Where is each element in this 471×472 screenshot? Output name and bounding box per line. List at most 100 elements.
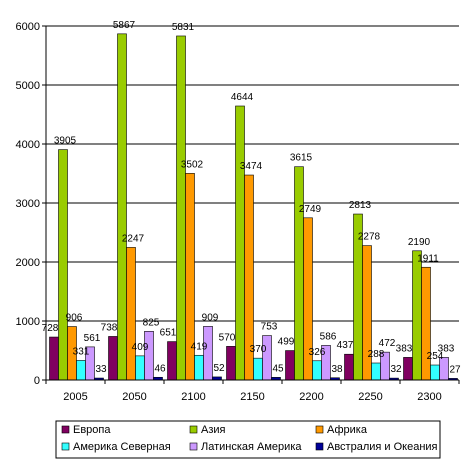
legend-label-2: Африка bbox=[327, 424, 368, 436]
bar-1-3 bbox=[235, 105, 245, 381]
data-label: 370 bbox=[250, 344, 267, 355]
data-label: 46 bbox=[154, 363, 166, 374]
legend-label-0: Европа bbox=[73, 424, 111, 436]
x-tick-label: 2300 bbox=[417, 391, 441, 403]
data-label: 3474 bbox=[240, 161, 263, 172]
data-label: 909 bbox=[202, 312, 219, 323]
data-label: 27 bbox=[449, 364, 461, 375]
bar-4-1 bbox=[144, 331, 154, 381]
data-label: 738 bbox=[101, 322, 118, 333]
data-label: 728 bbox=[42, 323, 59, 334]
legend-swatch-0 bbox=[61, 425, 70, 434]
data-label: 52 bbox=[213, 363, 225, 374]
data-label: 383 bbox=[396, 343, 413, 354]
legend-swatch-2 bbox=[315, 425, 324, 434]
bar-0-0 bbox=[49, 336, 59, 381]
x-tick-label: 2250 bbox=[358, 391, 382, 403]
data-label: 472 bbox=[379, 338, 396, 349]
data-label: 2749 bbox=[299, 204, 322, 215]
data-label: 254 bbox=[427, 351, 444, 362]
y-tick-label: 3000 bbox=[16, 198, 40, 210]
bar-0-3 bbox=[226, 346, 236, 381]
x-tick-label: 2005 bbox=[63, 391, 87, 403]
bar-0-4 bbox=[285, 350, 295, 381]
data-label: 570 bbox=[219, 332, 236, 343]
y-tick-label: 0 bbox=[34, 375, 40, 387]
bar-3-0 bbox=[76, 360, 86, 381]
data-labels: 728 3905 906 331 561 33 738 5867 2247 409 825 46 651… bbox=[42, 20, 461, 376]
legend-label-4: Латинская Америка bbox=[201, 441, 302, 453]
bar-4-3 bbox=[262, 335, 272, 381]
bar-0-2 bbox=[167, 341, 177, 381]
y-tick-label: 6000 bbox=[16, 21, 40, 33]
legend-swatch-3 bbox=[61, 442, 70, 451]
data-label: 383 bbox=[438, 343, 455, 354]
legend: Европа Азия Африка Америка Северная Латинска… bbox=[55, 420, 441, 459]
legend-swatch-4 bbox=[189, 442, 198, 451]
data-label: 5831 bbox=[172, 22, 195, 33]
bar-2-1 bbox=[126, 247, 136, 381]
data-label: 586 bbox=[320, 331, 337, 342]
bar-1-2 bbox=[176, 35, 186, 381]
y-tick-label: 2000 bbox=[16, 257, 40, 269]
data-label: 419 bbox=[191, 341, 208, 352]
bar-3-5 bbox=[371, 362, 381, 381]
data-label: 1911 bbox=[417, 253, 439, 264]
y-tick-label: 4000 bbox=[16, 139, 40, 151]
axes: 0 1000 2000 3000 4000 5000 6000 2005 2050 2100 215… bbox=[16, 21, 460, 403]
data-label: 4644 bbox=[231, 92, 254, 103]
data-label: 38 bbox=[331, 364, 343, 375]
legend-label-5: Австралия и Океания bbox=[327, 441, 438, 453]
bar-1-6 bbox=[412, 250, 422, 381]
bar-4-2 bbox=[203, 326, 213, 381]
data-label: 2813 bbox=[349, 200, 372, 211]
bar-1-1 bbox=[117, 33, 127, 381]
data-label: 825 bbox=[143, 317, 160, 328]
bar-1-0 bbox=[58, 149, 68, 381]
bar-2-6 bbox=[421, 266, 431, 381]
data-label: 499 bbox=[278, 337, 295, 348]
bar-3-6 bbox=[430, 364, 440, 381]
x-tick-label: 2150 bbox=[240, 391, 264, 403]
legend-label-1: Азия bbox=[201, 424, 226, 436]
legend-box bbox=[55, 420, 441, 459]
legend-label-3: Америка Северная bbox=[73, 441, 171, 453]
data-label: 906 bbox=[66, 313, 83, 324]
y-tick-label: 5000 bbox=[16, 80, 40, 92]
data-label: 2190 bbox=[408, 237, 431, 248]
data-label: 326 bbox=[309, 347, 326, 358]
bar-1-4 bbox=[294, 166, 304, 381]
bar-3-2 bbox=[194, 354, 204, 381]
data-label: 437 bbox=[337, 340, 354, 351]
data-label: 3905 bbox=[54, 136, 77, 147]
bar-3-3 bbox=[253, 357, 263, 381]
data-label: 32 bbox=[390, 364, 402, 375]
data-label: 3615 bbox=[290, 153, 313, 164]
data-label: 409 bbox=[132, 342, 149, 353]
x-tick-label: 2200 bbox=[299, 391, 323, 403]
bar-0-5 bbox=[344, 353, 354, 381]
data-label: 45 bbox=[272, 363, 284, 374]
data-label: 3502 bbox=[181, 159, 204, 170]
data-label: 288 bbox=[368, 349, 385, 360]
bar-3-4 bbox=[312, 360, 322, 381]
data-label: 561 bbox=[84, 333, 101, 344]
data-label: 2247 bbox=[122, 233, 145, 244]
y-tick-label: 1000 bbox=[16, 316, 40, 328]
bar-3-1 bbox=[135, 355, 145, 381]
data-label: 33 bbox=[95, 364, 107, 375]
data-label: 753 bbox=[261, 322, 278, 333]
legend-swatch-1 bbox=[189, 425, 198, 434]
x-tick-label: 2050 bbox=[122, 391, 146, 403]
data-label: 2278 bbox=[358, 232, 381, 243]
legend-swatch-5 bbox=[315, 442, 324, 451]
data-label: 331 bbox=[73, 346, 90, 357]
bars bbox=[49, 33, 458, 381]
x-tick-label: 2100 bbox=[181, 391, 205, 403]
bar-0-6 bbox=[403, 357, 413, 381]
data-label: 651 bbox=[160, 328, 177, 339]
data-label: 5867 bbox=[113, 20, 136, 31]
bar-0-1 bbox=[108, 336, 118, 381]
